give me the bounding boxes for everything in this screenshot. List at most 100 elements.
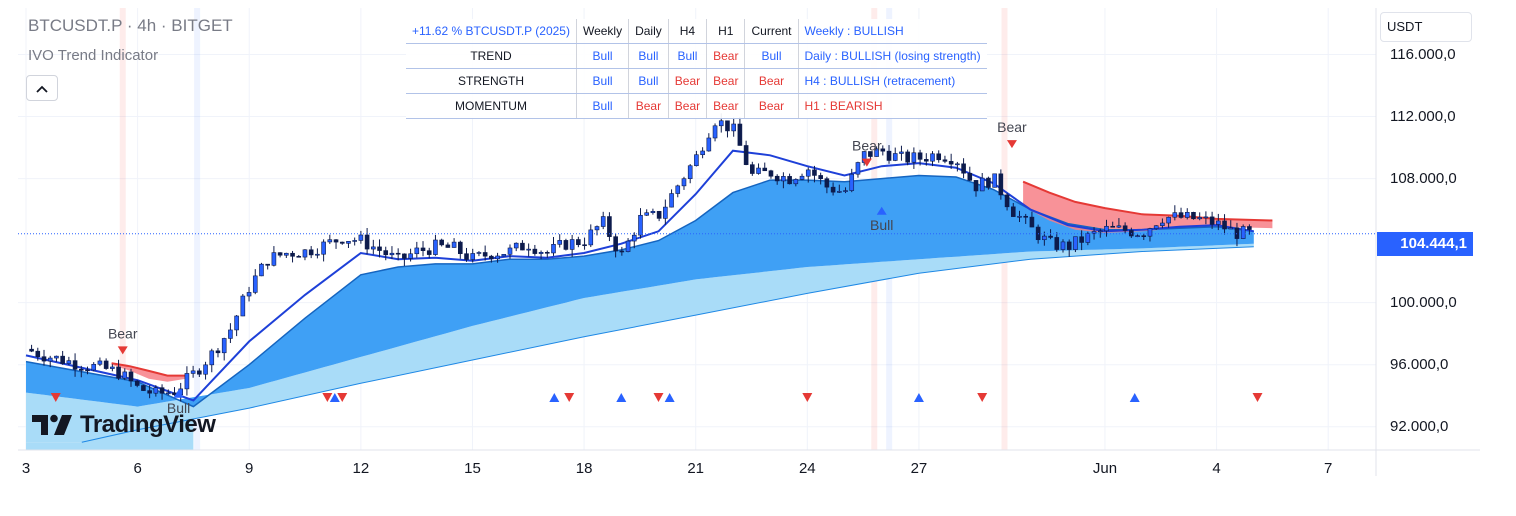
candle-body <box>60 355 65 364</box>
candle-body <box>650 211 656 214</box>
candle-body <box>544 251 550 254</box>
bear-marker-icon <box>653 393 664 402</box>
bull-marker-icon <box>616 393 627 402</box>
candle-body <box>948 161 954 165</box>
chart-panel[interactable]: Bear Bull Bear Bull Bear <box>18 8 1480 476</box>
mid-band-line <box>25 174 1254 408</box>
trend-status-table: +11.62 % BTCUSDT.P (2025) Weekly Daily H4 H1… <box>406 19 987 119</box>
candle-body <box>203 364 208 375</box>
candle-body <box>1216 220 1221 225</box>
candle-body <box>1122 225 1128 231</box>
table-header-row: +11.62 % BTCUSDT.P (2025) Weekly Daily H4 H1… <box>406 19 987 44</box>
candle-body <box>1147 228 1153 237</box>
bear-cloud-edge <box>111 362 186 377</box>
candle-body <box>234 315 239 331</box>
signal-label-down: Bear <box>997 119 1027 135</box>
candle-body <box>731 123 736 132</box>
candle-body <box>750 164 755 174</box>
candle-body <box>663 206 668 219</box>
candle-body <box>1048 235 1053 238</box>
indicator-name[interactable]: IVO Trend Indicator <box>28 47 159 64</box>
signal-cell: Bear <box>706 43 746 69</box>
status-text-cell: H1 : BEARISH <box>798 93 987 119</box>
candle-body <box>184 373 190 390</box>
bear-marker-icon <box>564 393 575 402</box>
candle-body <box>383 250 389 256</box>
candle-body <box>594 226 600 231</box>
time-tick-label: 9 <box>245 460 254 477</box>
candle-body <box>451 241 457 248</box>
candle-body <box>1172 212 1178 218</box>
candle-body <box>1091 231 1097 234</box>
candle-body <box>737 123 743 146</box>
time-tick-label: 21 <box>687 460 705 477</box>
candle-body <box>799 175 805 180</box>
status-text-cell: Weekly : BULLISH <box>798 19 987 44</box>
last-price-label: 104.444,1 <box>1377 232 1473 256</box>
candle-body <box>482 252 488 257</box>
candle-body <box>333 239 339 243</box>
candle-body <box>457 241 463 254</box>
candle-body <box>252 275 258 293</box>
candle-body <box>607 216 612 237</box>
candle-body <box>1010 206 1016 217</box>
signal-label-down: Bear <box>852 138 882 154</box>
candle-body <box>159 387 165 394</box>
candle-body <box>1153 225 1159 229</box>
signal-cell: Bull <box>628 43 669 69</box>
candle-body <box>153 387 159 394</box>
candle-body <box>91 363 97 371</box>
currency-selector[interactable]: USDT <box>1380 12 1472 42</box>
candle-body <box>613 236 618 252</box>
signal-cell: Bear <box>744 68 799 94</box>
candle-body <box>103 360 109 369</box>
slow-cloud-lower-area <box>26 419 194 450</box>
candle-body <box>1004 194 1010 208</box>
row-label-cell: STRENGTH <box>406 68 577 94</box>
signal-cell: Bull <box>628 68 669 94</box>
candle-body <box>874 148 879 157</box>
candle-body <box>824 178 830 188</box>
candle-body <box>122 371 128 379</box>
signal-cell: Bull <box>576 93 630 119</box>
timeframe-header-cell: Current <box>744 19 799 44</box>
candle-body <box>899 151 904 154</box>
candle-body <box>464 253 469 260</box>
candle-body <box>395 252 401 255</box>
candle-body <box>489 255 494 260</box>
candle-body <box>712 125 718 139</box>
candle-body <box>880 148 886 152</box>
candle-body <box>296 255 302 258</box>
collapse-indicator-button[interactable] <box>26 75 58 101</box>
signal-cell: Bear <box>668 68 708 94</box>
candle-body <box>190 370 196 374</box>
candle-body <box>768 170 774 177</box>
signal-cell: Bear <box>744 93 799 119</box>
candle-body <box>240 295 246 317</box>
candle-body <box>694 154 699 167</box>
candle-body <box>54 355 59 359</box>
bear-marker-icon <box>337 393 348 402</box>
candle-body <box>625 240 631 252</box>
candle-body <box>72 360 78 370</box>
candle-body <box>638 214 643 236</box>
candle-body <box>371 246 376 250</box>
candle-body <box>756 167 761 174</box>
candle-body <box>1073 236 1078 250</box>
candle-body <box>495 255 500 260</box>
candle-body <box>917 152 923 160</box>
candle-body <box>588 229 594 246</box>
longterm-band-line <box>81 246 1254 443</box>
candle-body <box>1166 216 1171 224</box>
candle-body <box>656 211 662 219</box>
candle-body <box>687 165 693 179</box>
candle-body <box>979 177 985 192</box>
slow-cloud-area <box>26 243 1254 443</box>
candle-body <box>1178 212 1184 218</box>
timeframe-header-cell: H1 <box>706 19 746 44</box>
table-row: MOMENTUM Bull Bear Bear Bear Bear H1 : BEARISH <box>406 93 987 119</box>
candle-body <box>986 177 991 188</box>
candle-body <box>339 241 345 244</box>
candle-body <box>843 190 848 192</box>
